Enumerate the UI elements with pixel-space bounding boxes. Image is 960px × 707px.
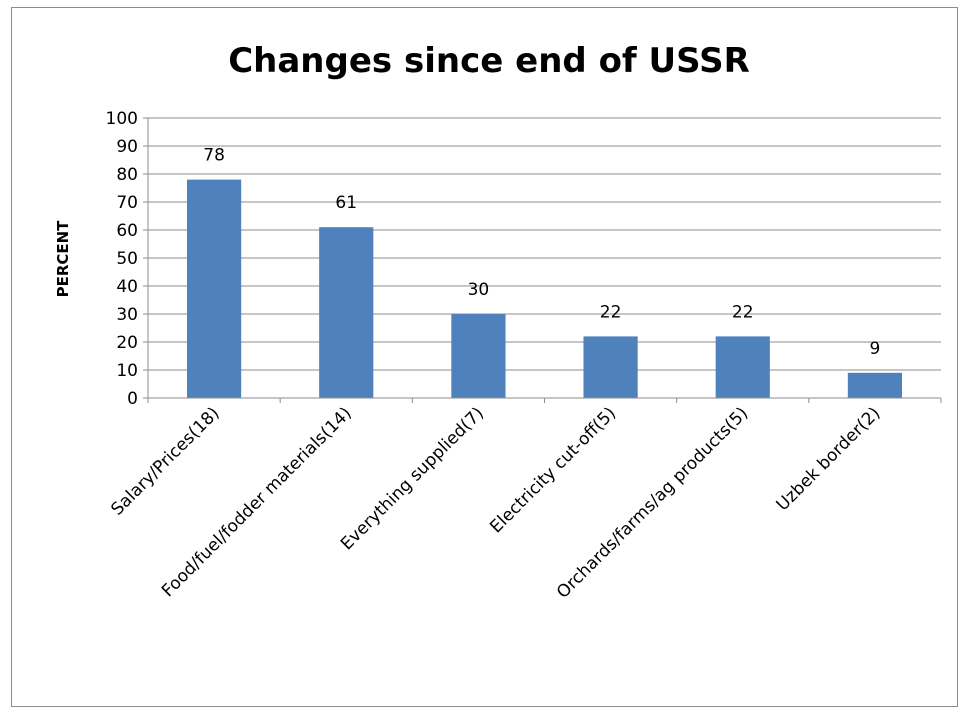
y-tick-label: 80: [116, 165, 138, 185]
bar: [715, 336, 770, 398]
bars: [186, 179, 903, 398]
bar-chart: Changes since end of USSR PERCENT 0 10 20 3…: [54, 41, 942, 603]
bar: [847, 372, 903, 398]
x-category-label: Uzbek border(2): [773, 403, 885, 515]
y-tick-label: 20: [116, 333, 138, 353]
gridlines: [148, 117, 941, 371]
x-axis-categories: Salary/Prices(18)Food/fuel/fodder materi…: [107, 403, 884, 602]
y-tick-label: 90: [116, 137, 138, 157]
data-label: 9: [870, 339, 881, 359]
data-label: 22: [732, 302, 754, 322]
bar: [319, 227, 374, 398]
y-axis-title: PERCENT: [54, 220, 72, 298]
y-tick-label: 70: [116, 193, 138, 213]
bar: [583, 336, 638, 398]
y-tick-label: 10: [116, 361, 138, 381]
y-tick-label: 50: [116, 249, 138, 269]
x-category-label: Everything supplied(7): [337, 403, 488, 554]
y-axis-ticks: 0 10 20 30 40 50 60 70 80 90 100: [106, 109, 138, 409]
data-labels: 78 61 30 22 22 9: [203, 146, 880, 359]
data-label: 22: [600, 302, 622, 322]
chart-title: Changes since end of USSR: [228, 41, 750, 81]
y-tick-label: 40: [116, 277, 138, 297]
axes: [143, 117, 942, 403]
y-tick-label: 60: [116, 221, 138, 241]
y-tick-label: 30: [116, 305, 138, 325]
x-category-label: Salary/Prices(18): [107, 403, 223, 519]
x-category-label: Electricity cut-off(5): [486, 403, 620, 537]
bar: [186, 179, 242, 398]
data-label: 78: [203, 146, 225, 166]
data-label: 30: [468, 280, 490, 300]
bar: [451, 314, 506, 398]
y-tick-label: 100: [106, 109, 138, 129]
data-label: 61: [335, 193, 357, 213]
y-tick-label: 0: [127, 389, 138, 409]
